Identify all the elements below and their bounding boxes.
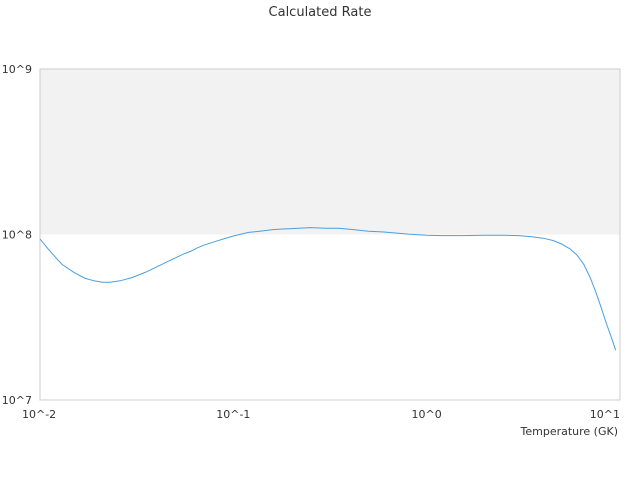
shaded-band [40,69,620,235]
x-tick-label: 10^-2 [22,408,56,421]
x-tick-label: 10^0 [412,408,442,421]
chart-title: Calculated Rate [269,5,372,20]
y-axis: 10^9 10^8 10^7 [2,63,32,407]
x-tick-label: 10^1 [590,408,620,421]
y-tick-label: 10^9 [2,63,32,76]
x-axis-label: Temperature (GK) [520,425,619,438]
series-line [39,227,617,351]
plot-area-border [39,68,621,401]
x-tick-label: 10^-1 [216,408,250,421]
y-tick-label: 10^8 [2,229,32,242]
x-axis: 10^-2 10^-1 10^0 10^1 [22,408,620,421]
y-tick-label: 10^7 [2,394,32,407]
